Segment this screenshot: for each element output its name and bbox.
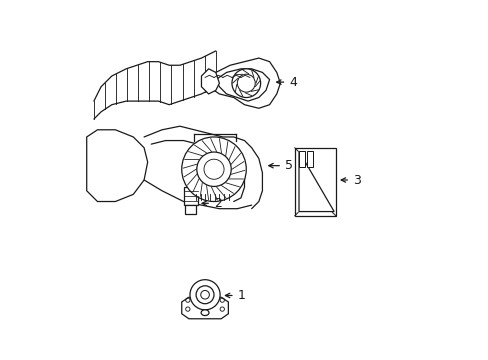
Text: 5: 5 [284,159,292,172]
Circle shape [196,152,231,186]
Text: 4: 4 [288,76,296,89]
Polygon shape [182,297,228,319]
Polygon shape [201,58,280,108]
Text: 1: 1 [237,289,244,302]
Ellipse shape [201,310,208,316]
Polygon shape [86,130,147,202]
Circle shape [190,280,220,310]
Circle shape [196,286,214,304]
Polygon shape [183,187,197,206]
Circle shape [231,69,260,98]
Polygon shape [306,151,312,167]
Text: 3: 3 [352,174,360,186]
Circle shape [182,137,246,202]
Polygon shape [185,206,196,215]
Polygon shape [298,151,333,212]
Polygon shape [201,69,219,94]
Polygon shape [298,151,304,167]
Polygon shape [294,148,335,216]
Text: 2: 2 [213,197,221,210]
